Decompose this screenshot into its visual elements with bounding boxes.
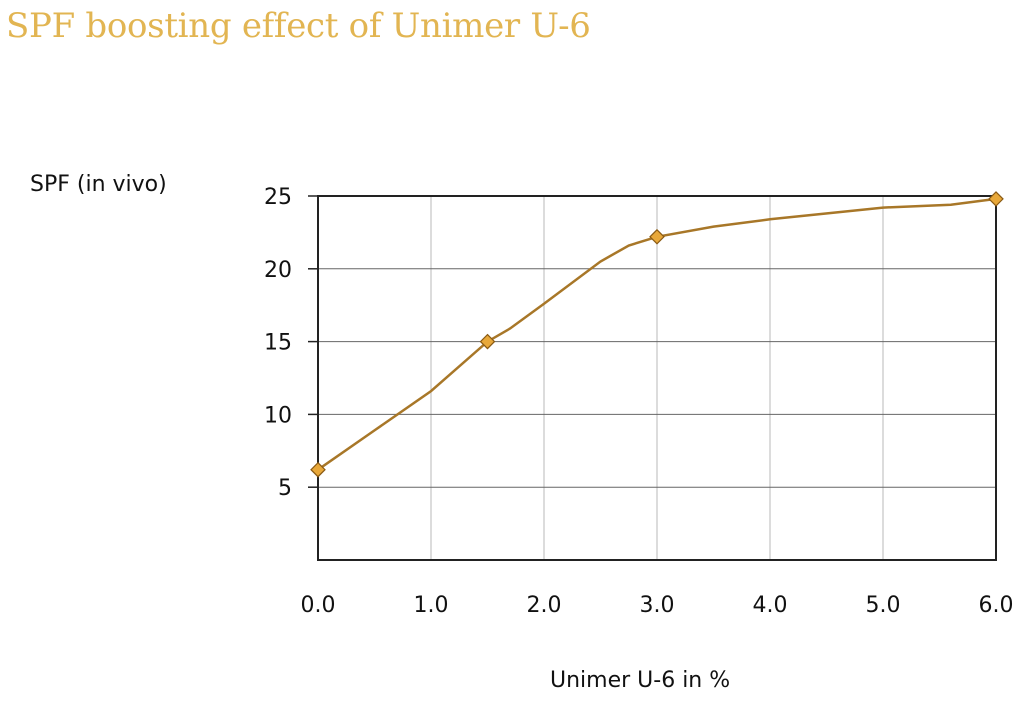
y-tick-label: 5 <box>278 476 292 501</box>
y-tick-labels: 5 10 15 20 25 <box>264 185 292 501</box>
chart-title: SPF boosting effect of Unimer U-6 <box>6 6 591 46</box>
x-tick-label: 3.0 <box>640 593 675 618</box>
x-tick-label: 0.0 <box>301 593 336 618</box>
x-tick-label: 2.0 <box>527 593 562 618</box>
y-tick-label: 10 <box>264 403 292 428</box>
x-tick-label: 5.0 <box>866 593 901 618</box>
data-point-marker <box>649 228 665 245</box>
y-axis-label: SPF (in vivo) <box>30 172 167 197</box>
data-point-marker <box>310 461 326 478</box>
plot-frame <box>317 195 997 561</box>
y-tick-label: 15 <box>264 331 292 356</box>
data-markers <box>310 191 1004 478</box>
x-axis-label: Unimer U-6 in % <box>550 668 731 693</box>
data-point-marker <box>479 333 496 350</box>
data-point-marker <box>988 191 1004 207</box>
x-tick-label: 6.0 <box>979 593 1014 618</box>
x-tick-label: 1.0 <box>414 593 449 618</box>
y-tick-label: 20 <box>264 258 292 283</box>
grid-lines <box>308 195 997 560</box>
x-tick-label: 4.0 <box>753 593 788 618</box>
x-tick-labels: 0.0 1.0 2.0 3.0 4.0 5.0 6.0 <box>301 593 1014 618</box>
y-tick-label: 25 <box>264 185 292 210</box>
series-line <box>317 197 997 471</box>
